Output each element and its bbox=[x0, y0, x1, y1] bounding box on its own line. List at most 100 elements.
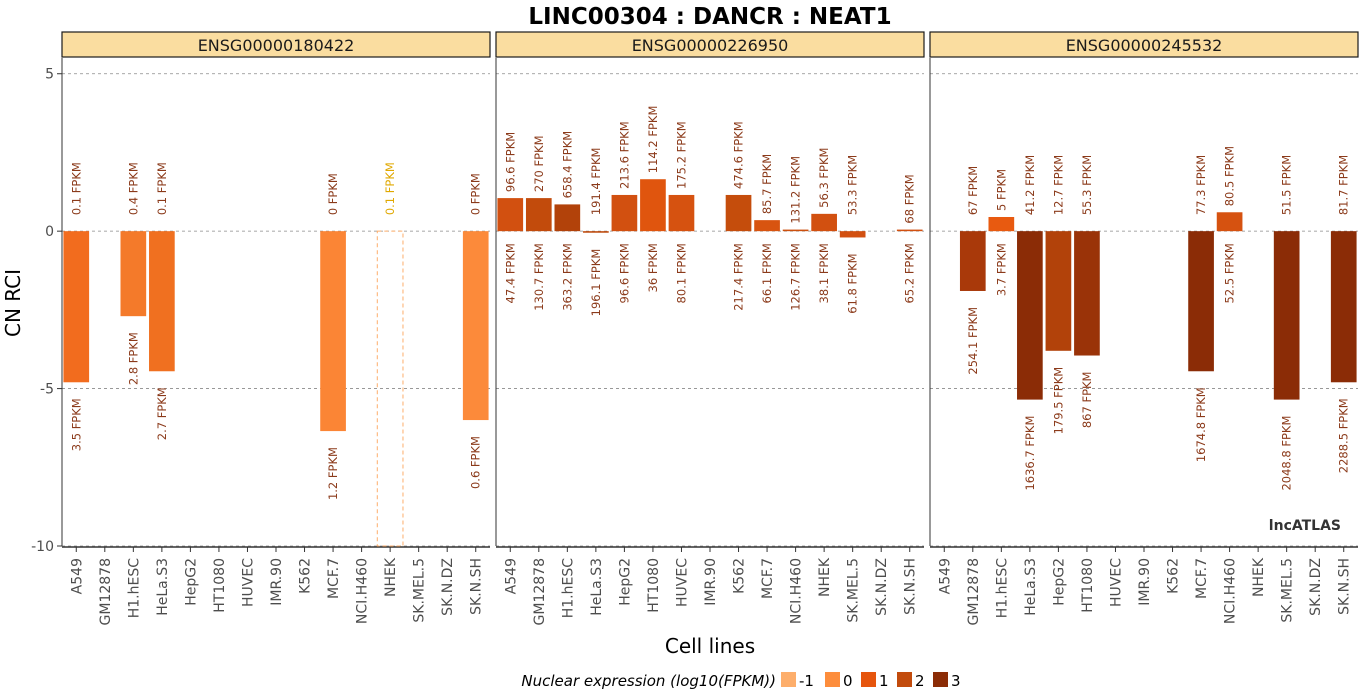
x-tick-label: IMR.90 bbox=[1137, 558, 1153, 606]
bar-label: 12.7 FPKM bbox=[1051, 155, 1065, 215]
x-tick-label: A549 bbox=[937, 558, 953, 594]
bar bbox=[811, 213, 837, 232]
x-tick-label: HeLa.S3 bbox=[155, 558, 171, 616]
x-tick-label: NCI.H460 bbox=[789, 558, 805, 624]
y-tick-label: 0 bbox=[45, 224, 54, 240]
bar-label: 0 FPKM bbox=[469, 173, 483, 215]
bar-label: 867 FPKM bbox=[1080, 372, 1094, 429]
facet-strip-label: ENSG00000226950 bbox=[632, 36, 789, 55]
x-tick-label: HUVEC bbox=[674, 558, 690, 607]
x-tick-label: NHEK bbox=[1251, 557, 1267, 597]
bar-label: 213.6 FPKM bbox=[617, 121, 631, 189]
x-tick-label: SK.N.SH bbox=[469, 558, 485, 615]
bar-label: 77.3 FPKM bbox=[1194, 155, 1208, 215]
bar-label: 5 FPKM bbox=[994, 169, 1008, 211]
bar-label: 67 FPKM bbox=[966, 166, 980, 215]
legend-label: -1 bbox=[799, 672, 814, 690]
bar-label: 254.1 FPKM bbox=[966, 307, 980, 375]
bar-label: 38.1 FPKM bbox=[817, 243, 831, 303]
bar-label: 0.1 FPKM bbox=[155, 162, 169, 215]
bar-label: 56.3 FPKM bbox=[817, 148, 831, 208]
bar-label: 0 FPKM bbox=[326, 173, 340, 215]
bar bbox=[63, 231, 90, 383]
legend-label: 2 bbox=[915, 672, 925, 690]
x-tick-label: HepG2 bbox=[1051, 558, 1067, 606]
x-tick-label: SK.N.DZ bbox=[1308, 558, 1324, 616]
x-tick-label: HeLa.S3 bbox=[1023, 558, 1039, 616]
bar-label: 114.2 FPKM bbox=[646, 106, 660, 174]
x-tick-label: SK.N.DZ bbox=[440, 558, 456, 616]
x-tick-label: H1.hESC bbox=[994, 558, 1010, 618]
x-tick-label: IMR.90 bbox=[269, 558, 285, 606]
x-tick-label: NHEK bbox=[817, 557, 833, 597]
bar bbox=[725, 194, 752, 232]
bar bbox=[988, 216, 1015, 232]
bar-label: 36 FPKM bbox=[646, 243, 660, 292]
bar-label: 363.2 FPKM bbox=[560, 243, 574, 311]
bar bbox=[1074, 231, 1100, 356]
x-tick-label: HeLa.S3 bbox=[589, 558, 605, 616]
bar-label: 47.4 FPKM bbox=[503, 243, 517, 303]
bar-label: 270 FPKM bbox=[532, 135, 546, 192]
facet-panel: ENSG00000245532 A549 GM12878 67 FPKM 254.1 F… bbox=[929, 31, 1359, 625]
bar-label: 0.6 FPKM bbox=[469, 436, 483, 489]
x-tick-label: IMR.90 bbox=[703, 558, 719, 606]
legend-swatch bbox=[897, 672, 912, 687]
bar-label: 2288.5 FPKM bbox=[1337, 398, 1351, 473]
bar bbox=[1045, 231, 1072, 351]
x-tick-label: HT1080 bbox=[212, 558, 228, 613]
bar-label: 191.4 FPKM bbox=[589, 148, 603, 216]
bar bbox=[525, 198, 552, 232]
bar bbox=[611, 194, 638, 232]
x-tick-label: SK.MEL.5 bbox=[412, 558, 428, 623]
bar bbox=[149, 231, 175, 372]
bar-label: 68 FPKM bbox=[903, 174, 917, 223]
bar bbox=[583, 231, 609, 233]
x-tick-label: H1.hESC bbox=[126, 558, 142, 618]
x-tick-label: K562 bbox=[1166, 558, 1182, 594]
x-tick-label: NHEK bbox=[383, 557, 399, 597]
legend-title: Nuclear expression (log10(FPKM)) bbox=[521, 672, 776, 690]
bar-label: 0.4 FPKM bbox=[126, 162, 140, 215]
x-tick-label: SK.MEL.5 bbox=[846, 558, 862, 623]
bar-label: 2.7 FPKM bbox=[155, 387, 169, 440]
bar bbox=[782, 229, 809, 232]
bar-label: 61.8 FPKM bbox=[846, 253, 860, 313]
x-axis-title: Cell lines bbox=[665, 634, 755, 658]
bar bbox=[320, 231, 346, 432]
legend-label: 1 bbox=[879, 672, 889, 690]
x-tick-label: HUVEC bbox=[1108, 558, 1124, 607]
bar bbox=[554, 204, 581, 232]
bar bbox=[754, 220, 780, 232]
bar-label: 1674.8 FPKM bbox=[1194, 387, 1208, 462]
bar-label: 0.1 FPKM bbox=[383, 162, 397, 215]
bar-label: 96.6 FPKM bbox=[503, 132, 517, 192]
legend-label: 3 bbox=[951, 672, 961, 690]
x-tick-label: NCI.H460 bbox=[355, 558, 371, 624]
bar-label: 65.2 FPKM bbox=[903, 243, 917, 303]
bar-label: 52.5 FPKM bbox=[1223, 243, 1237, 303]
y-tick-label: 5 bbox=[45, 67, 54, 83]
facet-strip bbox=[61, 31, 491, 58]
bar bbox=[668, 194, 695, 232]
legend-swatch bbox=[861, 672, 876, 687]
bar-label: 80.1 FPKM bbox=[674, 243, 688, 303]
x-tick-label: MCF.7 bbox=[760, 558, 776, 599]
chart-title: LINC00304 : DANCR : NEAT1 bbox=[528, 4, 891, 30]
x-tick-label: SK.N.SH bbox=[903, 558, 919, 615]
bar-label: 53.3 FPKM bbox=[846, 155, 860, 215]
bar bbox=[462, 231, 489, 421]
bar bbox=[896, 229, 923, 232]
x-tick-label: K562 bbox=[732, 558, 748, 594]
bar-label: 474.6 FPKM bbox=[732, 121, 746, 189]
bar bbox=[640, 179, 666, 232]
bar-label: 217.4 FPKM bbox=[732, 243, 746, 311]
x-tick-label: SK.N.SH bbox=[1337, 558, 1353, 615]
x-tick-label: A549 bbox=[503, 558, 519, 594]
facet-strip-label: ENSG00000180422 bbox=[198, 36, 355, 55]
x-tick-label: HT1080 bbox=[646, 558, 662, 613]
bar-label: 81.7 FPKM bbox=[1337, 155, 1351, 215]
legend-swatch bbox=[781, 672, 796, 687]
bar-label: 658.4 FPKM bbox=[560, 131, 574, 199]
